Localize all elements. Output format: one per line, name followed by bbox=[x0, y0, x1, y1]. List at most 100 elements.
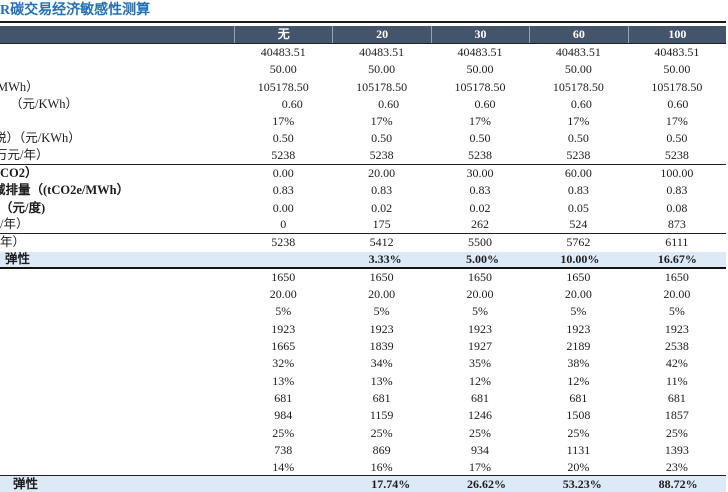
cell-value: 105178.50 bbox=[257, 79, 309, 94]
cell-value: 20.00 bbox=[368, 287, 396, 302]
cell-value: 1665 bbox=[271, 339, 296, 354]
table-row: 681 681 681 681 681 bbox=[0, 390, 726, 407]
cell-value: 20.00 bbox=[663, 287, 691, 302]
table-row: 738 869 934 1131 1393 bbox=[0, 442, 726, 459]
cell-value: 17% bbox=[665, 114, 688, 129]
cell-value: 524 bbox=[569, 217, 588, 232]
cell-value: 5% bbox=[668, 304, 685, 319]
cell-value: 0.83 bbox=[272, 183, 294, 198]
cell-value: 0.50 bbox=[469, 131, 491, 146]
cell-value: 40483.51 bbox=[359, 45, 405, 59]
cell-value: 262 bbox=[471, 217, 490, 232]
cell-value: 50.00 bbox=[564, 62, 592, 77]
table-row: 1665 1839 1927 2189 2538 bbox=[0, 338, 726, 355]
cell-value: 873 bbox=[667, 217, 686, 232]
cell-value: 38% bbox=[567, 356, 590, 371]
cell-value: 0.83 bbox=[567, 183, 589, 198]
table-body: 40483.51 40483.51 40483.51 40483.51 40483.51… bbox=[0, 44, 726, 492]
cell-value: 26.62% bbox=[466, 477, 506, 492]
cell-value: 0.00 bbox=[272, 200, 294, 215]
cell-value: 2538 bbox=[664, 339, 689, 354]
cell-value: 5238 bbox=[468, 148, 493, 163]
cell-value: 934 bbox=[471, 442, 490, 457]
cell-value: 50.00 bbox=[269, 62, 297, 77]
cell-value: 20.00 bbox=[368, 166, 396, 181]
cell-value: 0.83 bbox=[666, 183, 688, 198]
cell-value: 0.60 bbox=[281, 96, 303, 111]
cell-value: 984 bbox=[274, 408, 293, 423]
cell-value: 5238 bbox=[369, 148, 394, 163]
cell-value: 5500 bbox=[468, 235, 493, 250]
cell-value: 0.02 bbox=[469, 200, 491, 215]
cell-value: 11% bbox=[666, 373, 688, 388]
cell-value: 25% bbox=[469, 425, 492, 440]
cell-value: 5238 bbox=[271, 148, 296, 163]
cell-value: 16% bbox=[370, 459, 393, 474]
row-label: 减排量（(tCO2e/MWh） bbox=[0, 183, 130, 198]
table-row: 弹性 17.74% 26.62% 53.23% 88.72% bbox=[0, 476, 726, 492]
cell-value: 100.00 bbox=[660, 166, 694, 181]
table-row: 弹性 3.33% 5.00% 10.00% 16.67% bbox=[0, 251, 726, 269]
table-row: 50.00 50.00 50.00 50.00 50.00 bbox=[0, 61, 726, 78]
cell-value: 105178.50 bbox=[356, 79, 408, 94]
cell-value: 40483.51 bbox=[457, 45, 503, 59]
cell-value: 0 bbox=[280, 217, 287, 232]
cell-value: 1650 bbox=[566, 269, 591, 284]
cell-value: 175 bbox=[372, 217, 391, 232]
header-cell: 无 bbox=[234, 26, 332, 43]
cell-value: 17.74% bbox=[371, 477, 411, 492]
cell-value: 0.60 bbox=[570, 96, 592, 111]
cell-value: 10.00% bbox=[560, 251, 600, 266]
header-cell: 30 bbox=[430, 26, 529, 43]
cell-value: 17% bbox=[469, 114, 492, 129]
cell-value: 1159 bbox=[369, 408, 394, 423]
cell-value: 5238 bbox=[664, 148, 689, 163]
cell-value: 60.00 bbox=[564, 166, 592, 181]
cell-value: 3.33% bbox=[368, 251, 402, 266]
cell-value: 12% bbox=[469, 373, 492, 388]
cell-value: 0.50 bbox=[371, 131, 393, 146]
cell-value: 0.83 bbox=[469, 183, 491, 198]
table-row: 25% 25% 25% 25% 25% bbox=[0, 425, 726, 442]
row-label: CO2） bbox=[0, 166, 38, 181]
table-row: 14% 16% 17% 20% 23% bbox=[0, 459, 726, 477]
header-cell: 60 bbox=[529, 26, 627, 43]
cell-value: 14% bbox=[272, 459, 295, 474]
cell-value: 0.02 bbox=[371, 200, 393, 215]
row-label: （元/KWh） bbox=[10, 96, 79, 111]
cell-value: 1650 bbox=[664, 269, 689, 284]
cell-value: 0.60 bbox=[378, 96, 400, 111]
cell-value: 88.72% bbox=[658, 477, 698, 492]
cell-value: 17% bbox=[272, 114, 295, 129]
cell-value: 25% bbox=[567, 425, 590, 440]
cell-value: 1393 bbox=[664, 442, 689, 457]
cell-value: 20.00 bbox=[466, 287, 494, 302]
cell-value: 1650 bbox=[468, 269, 493, 284]
cell-value: 25% bbox=[272, 425, 295, 440]
cell-value: 40483.51 bbox=[654, 45, 700, 59]
cell-value: 1923 bbox=[566, 321, 591, 336]
cell-value: 23% bbox=[665, 459, 688, 474]
sensitivity-table: 无 20 30 60 100 40483.51 40483.51 40483.51 40483… bbox=[0, 26, 728, 492]
table-row: 年） 5238 5412 5500 5762 6111 bbox=[0, 234, 726, 251]
cell-value: 1923 bbox=[369, 321, 394, 336]
row-label: 万元/年） bbox=[0, 148, 49, 163]
cell-value: 5% bbox=[472, 304, 489, 319]
table-row: CO2） 0.00 20.00 30.00 60.00 100.00 bbox=[0, 165, 726, 182]
cell-value: 5% bbox=[570, 304, 587, 319]
row-label: 弹性 bbox=[5, 251, 31, 266]
cell-value: 105178.50 bbox=[651, 79, 703, 94]
cell-value: 1246 bbox=[468, 408, 493, 423]
row-label: 税）（元/KWh） bbox=[0, 131, 81, 146]
cell-value: 681 bbox=[372, 390, 391, 405]
table-row: 5% 5% 5% 5% 5% bbox=[0, 303, 726, 320]
row-label: /年） bbox=[0, 217, 29, 232]
cell-value: 738 bbox=[274, 442, 293, 457]
table-header-row: 无 20 30 60 100 bbox=[0, 26, 726, 44]
table-row: 1923 1923 1923 1923 1923 bbox=[0, 321, 726, 338]
row-label: （元/度) bbox=[0, 200, 46, 215]
title-rule bbox=[0, 21, 726, 23]
cell-value: 5% bbox=[373, 304, 390, 319]
cell-value: 16.67% bbox=[657, 251, 697, 266]
